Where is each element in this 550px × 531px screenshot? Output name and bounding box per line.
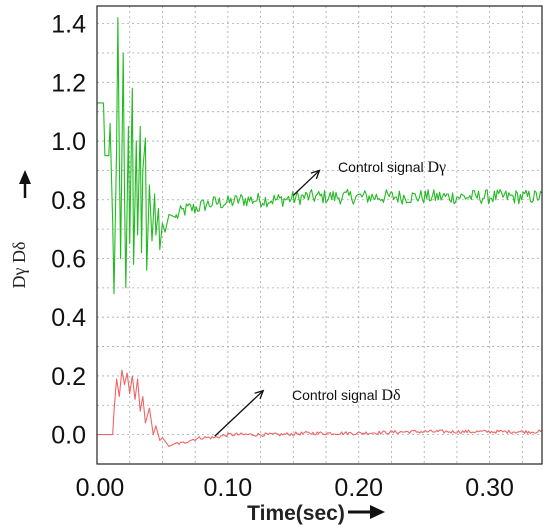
annotation-arrow — [214, 390, 264, 437]
x-axis-label: Time(sec) — [247, 502, 345, 525]
x-tick-labels: 0.00 0.10 0.20 0.30 — [76, 474, 514, 502]
annotation-label: Control signal Dγ — [338, 159, 446, 176]
series-line-d-gamma — [97, 17, 543, 295]
annotation-arrowhead — [254, 389, 265, 400]
y-axis-label: Dγ Dδ — [9, 242, 29, 289]
plot-frame — [96, 5, 543, 465]
x-tick-label: 0.20 — [334, 474, 383, 502]
x-tick-label: 0.10 — [204, 474, 253, 502]
x-tick-label: 0.00 — [76, 474, 125, 502]
y-tick-label: 1.2 — [51, 69, 86, 97]
series-line-d-delta — [97, 369, 543, 447]
y-tick-label: 0.0 — [51, 422, 86, 450]
y-axis-title: Dγ Dδ — [9, 170, 31, 288]
x-axis-arrowhead — [370, 505, 385, 519]
series-layer — [97, 17, 543, 447]
y-tick-label: 0.2 — [51, 363, 86, 391]
y-tick-label: 0.4 — [51, 304, 86, 332]
x-tick-label: 0.30 — [465, 474, 514, 502]
annotation-arrowhead — [310, 169, 321, 180]
annotations: Control signal Dγ Control signal Dδ — [214, 159, 446, 437]
y-tick-label: 0.6 — [51, 245, 86, 273]
annotation-arrow — [292, 169, 320, 196]
x-axis-title: Time(sec) — [247, 502, 385, 525]
y-axis-arrowhead — [19, 170, 31, 184]
y-tick-labels: 0.0 0.2 0.4 0.6 0.8 1.0 1.2 1.4 — [51, 11, 86, 450]
y-tick-label: 1.4 — [51, 11, 86, 39]
y-tick-label: 0.8 — [51, 187, 86, 215]
grid — [97, 6, 542, 464]
annotation-label: Control signal Dδ — [292, 387, 401, 404]
y-tick-label: 1.0 — [51, 128, 86, 156]
